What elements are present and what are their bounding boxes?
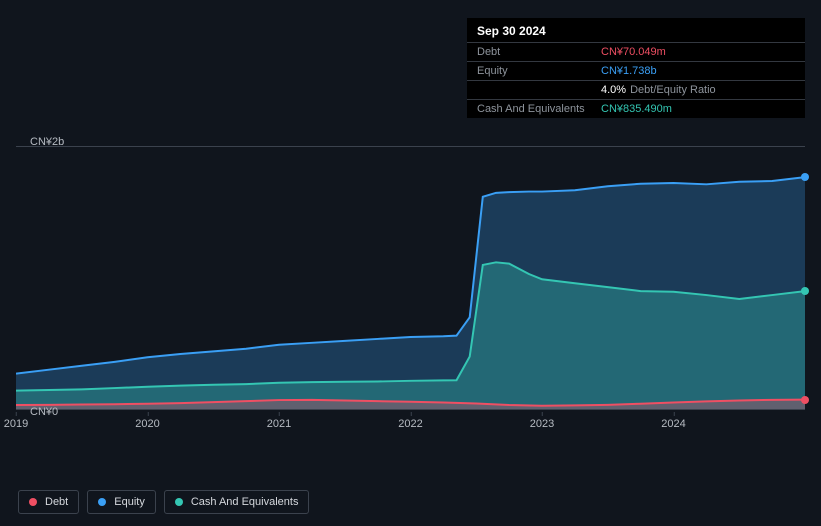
end-dot-equity	[801, 173, 809, 181]
x-tick: 2021	[267, 418, 291, 430]
legend-item-debt[interactable]: Debt	[18, 490, 79, 514]
chart-svg	[16, 147, 805, 409]
tooltip-row: Cash And EquivalentsCN¥835.490m	[467, 99, 805, 118]
tooltip-row-value: CN¥70.049m	[601, 46, 666, 58]
x-tick: 2024	[661, 418, 685, 430]
legend-item-equity[interactable]: Equity	[87, 490, 156, 514]
legend-label: Debt	[45, 496, 68, 508]
end-dot-cash-and-equivalents	[801, 287, 809, 295]
x-axis: 201920202021202220232024	[16, 416, 805, 440]
tooltip-row-value: 4.0%	[601, 84, 626, 96]
x-tick: 2022	[398, 418, 422, 430]
tooltip-row: 4.0% Debt/Equity Ratio	[467, 80, 805, 99]
tooltip-row-label: Cash And Equivalents	[477, 103, 601, 115]
tooltip-card: Sep 30 2024 DebtCN¥70.049mEquityCN¥1.738…	[467, 18, 805, 118]
tooltip-row-value: CN¥1.738b	[601, 65, 657, 77]
legend-label: Equity	[114, 496, 145, 508]
tooltip-row: DebtCN¥70.049m	[467, 42, 805, 61]
x-tick: 2019	[4, 418, 28, 430]
tooltip-row-value: CN¥835.490m	[601, 103, 672, 115]
legend-label: Cash And Equivalents	[191, 496, 299, 508]
tooltip-row-suffix: Debt/Equity Ratio	[630, 84, 716, 96]
legend-swatch-icon	[98, 498, 106, 506]
legend: Debt Equity Cash And Equivalents	[18, 490, 309, 514]
end-dot-debt	[801, 396, 809, 404]
x-tick: 2020	[135, 418, 159, 430]
legend-swatch-icon	[175, 498, 183, 506]
plot-area[interactable]	[16, 146, 805, 410]
x-tick: 2023	[530, 418, 554, 430]
tooltip-row: EquityCN¥1.738b	[467, 61, 805, 80]
legend-swatch-icon	[29, 498, 37, 506]
tooltip-row-label: Equity	[477, 65, 601, 77]
tooltip-row-label: Debt	[477, 46, 601, 58]
debt-equity-chart: CN¥2b CN¥0 201920202021202220232024	[16, 120, 805, 440]
legend-item-cash-and-equivalents[interactable]: Cash And Equivalents	[164, 490, 310, 514]
tooltip-date: Sep 30 2024	[467, 18, 805, 42]
